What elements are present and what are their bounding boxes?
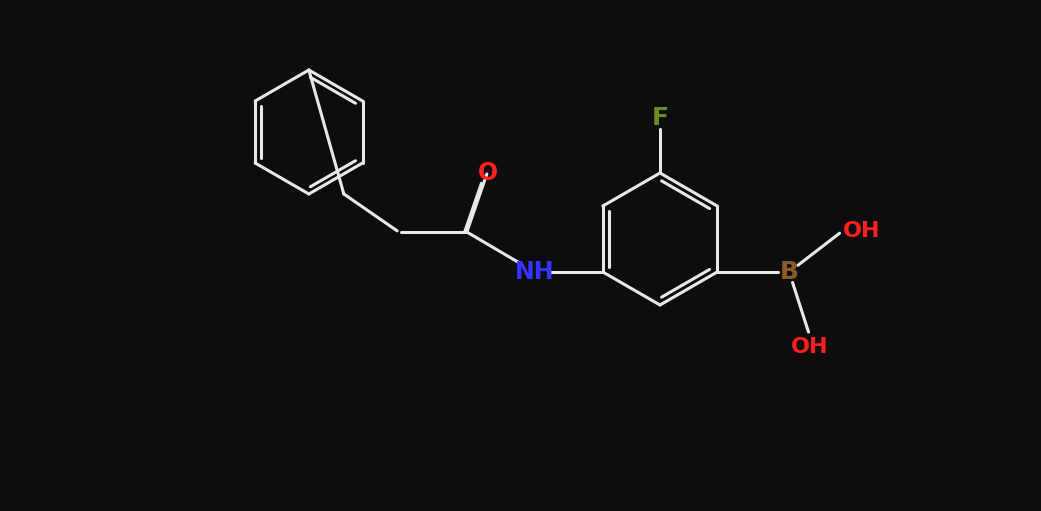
Text: O: O [478,161,498,185]
Text: F: F [652,106,668,130]
Text: OH: OH [790,337,828,357]
Text: NH: NH [515,260,555,284]
Text: B: B [780,260,798,284]
Text: OH: OH [843,221,881,241]
